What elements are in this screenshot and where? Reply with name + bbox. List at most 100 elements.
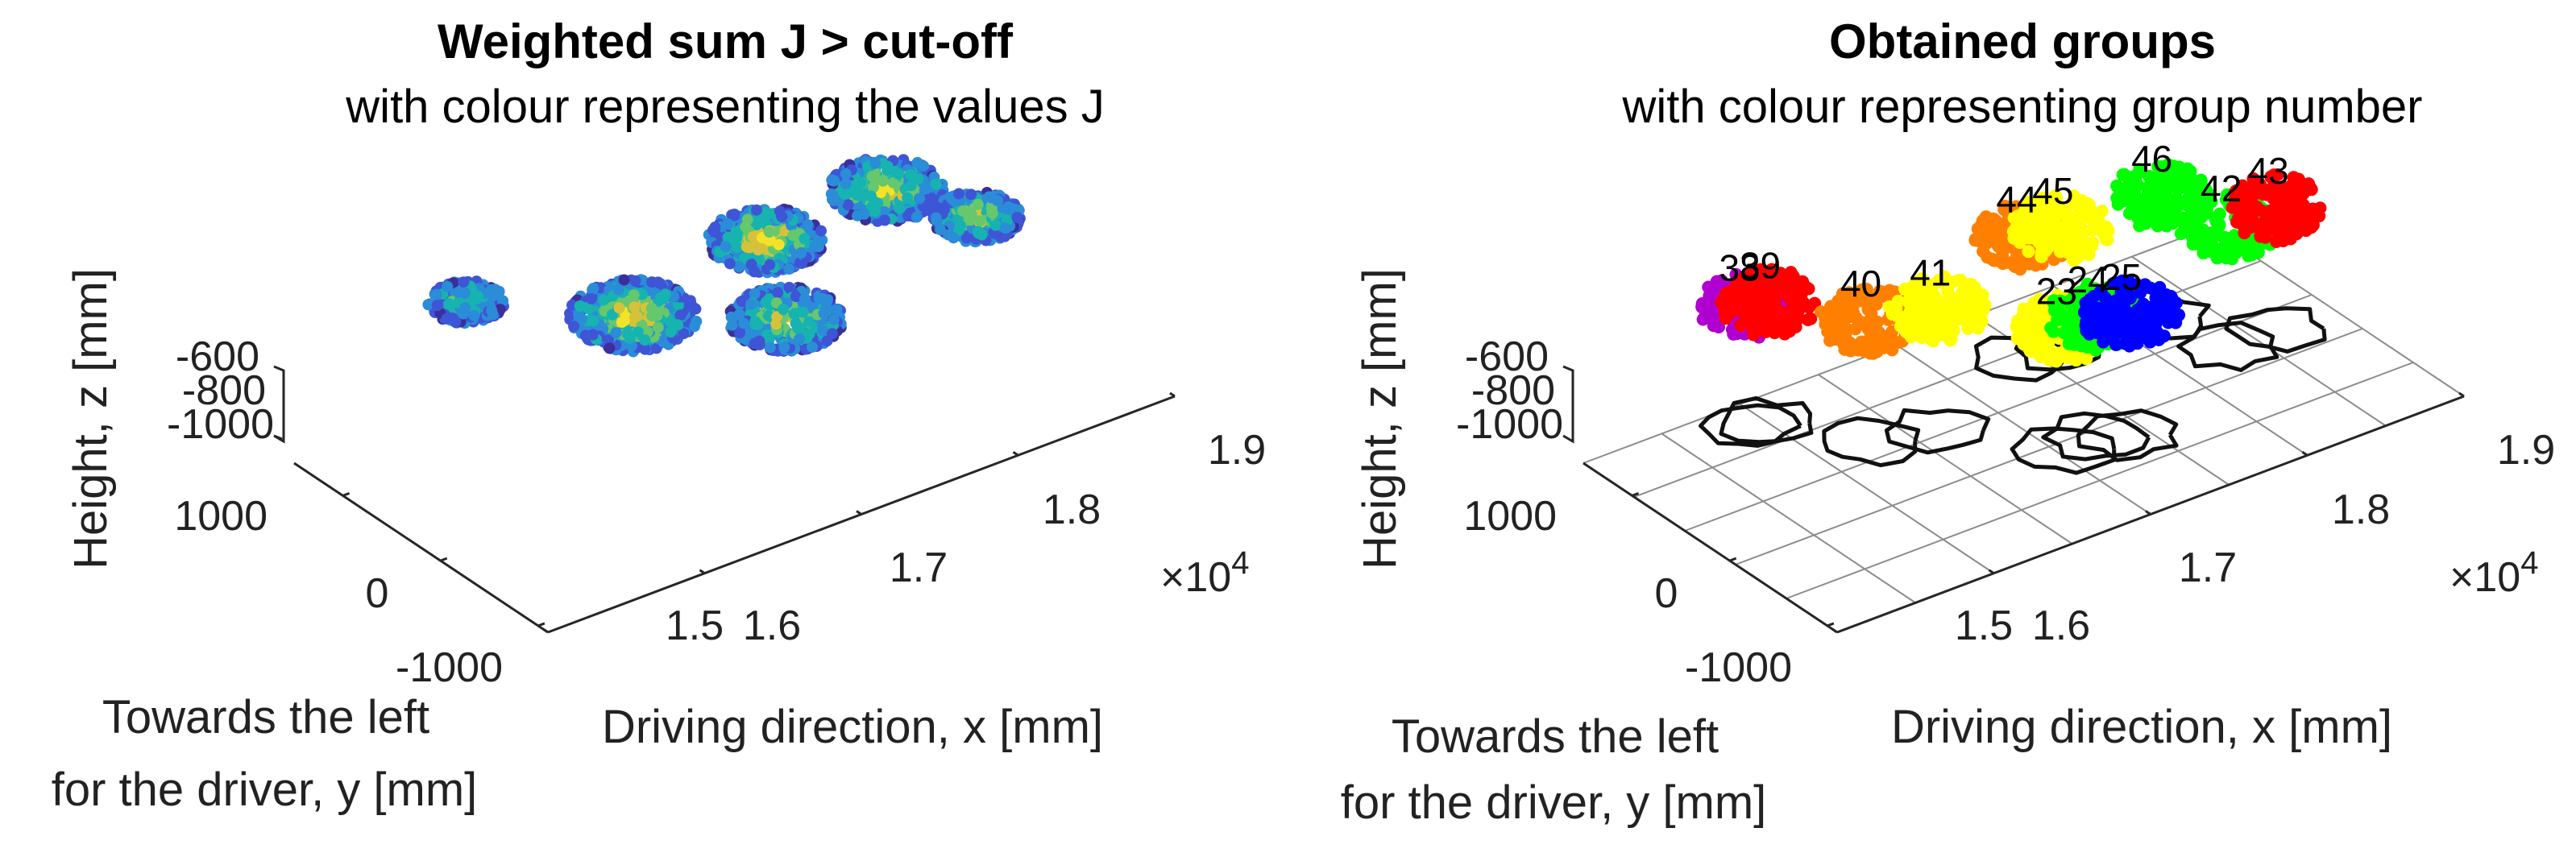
data-point bbox=[1988, 213, 2001, 226]
data-point bbox=[587, 283, 599, 295]
data-point bbox=[2174, 227, 2188, 241]
data-point bbox=[2238, 226, 2251, 239]
data-point bbox=[749, 288, 761, 300]
data-point bbox=[2075, 205, 2089, 219]
group-label: 44 bbox=[1996, 178, 2037, 220]
data-point bbox=[747, 231, 759, 243]
y-tick-mark bbox=[1729, 557, 1737, 562]
data-point bbox=[2151, 219, 2164, 233]
data-point bbox=[2223, 234, 2237, 248]
data-point bbox=[2013, 236, 2026, 250]
data-point bbox=[2130, 178, 2144, 192]
data-point bbox=[749, 316, 761, 328]
x-tick-mark bbox=[2458, 391, 2465, 398]
data-point bbox=[684, 295, 696, 307]
data-point bbox=[2159, 192, 2173, 205]
data-point bbox=[583, 303, 595, 315]
x-tick-mark bbox=[2301, 451, 2308, 457]
x-tick-mark bbox=[1988, 569, 1995, 574]
data-point bbox=[2116, 168, 2130, 182]
data-point bbox=[459, 287, 471, 299]
group-label: 41 bbox=[1910, 251, 1951, 293]
ground-outline bbox=[2041, 411, 2151, 462]
point-cloud bbox=[564, 274, 703, 358]
right-x-exponent: ×104 bbox=[2449, 545, 2538, 601]
data-point bbox=[628, 301, 641, 313]
grid-line bbox=[1818, 374, 2073, 544]
data-point bbox=[2047, 304, 2061, 317]
group-cloud bbox=[2225, 168, 2327, 248]
data-point bbox=[1798, 282, 1811, 296]
group-label: 25 bbox=[2101, 256, 2142, 298]
data-point bbox=[2278, 188, 2292, 201]
data-point bbox=[568, 321, 580, 333]
data-point bbox=[866, 171, 878, 183]
data-point bbox=[887, 176, 899, 188]
data-point bbox=[869, 205, 881, 217]
data-point bbox=[678, 328, 690, 340]
left-y-tick-label: 1000 bbox=[174, 493, 268, 540]
data-point bbox=[2223, 247, 2237, 261]
data-point bbox=[639, 334, 651, 346]
data-point bbox=[1801, 313, 1815, 326]
data-point bbox=[430, 288, 442, 300]
right-x-axis-label: Driving direction, x [mm] bbox=[1891, 701, 2392, 753]
data-point bbox=[751, 204, 763, 216]
data-point bbox=[604, 342, 616, 354]
data-point bbox=[752, 244, 764, 256]
right-x-ticks bbox=[1831, 391, 2465, 634]
data-point bbox=[2072, 286, 2086, 300]
data-point bbox=[2032, 213, 2046, 226]
data-point bbox=[2313, 201, 2327, 215]
data-point bbox=[450, 316, 462, 328]
grid-line bbox=[1896, 344, 2151, 515]
right-x-tick-label: 1.6 bbox=[2032, 602, 2090, 649]
data-point bbox=[740, 241, 753, 253]
data-point bbox=[956, 205, 969, 217]
data-point bbox=[771, 311, 783, 323]
data-point bbox=[665, 326, 677, 338]
data-point bbox=[1964, 303, 1978, 317]
data-point bbox=[2081, 237, 2095, 250]
ground-outline bbox=[1822, 416, 1921, 468]
data-point bbox=[2190, 197, 2204, 211]
ground-outline bbox=[2176, 321, 2279, 372]
x-tick-mark bbox=[542, 627, 549, 634]
data-point bbox=[1942, 298, 1956, 312]
right-chart-subtitle: with colour representing group number bbox=[1622, 81, 2423, 133]
data-point bbox=[2157, 166, 2171, 180]
data-point bbox=[1989, 254, 2002, 267]
data-point bbox=[2099, 233, 2113, 246]
data-point bbox=[2035, 250, 2048, 263]
data-point bbox=[869, 157, 881, 169]
right-group-clouds bbox=[1695, 158, 2327, 368]
data-point bbox=[935, 224, 947, 236]
left-x-tick-label: 1.6 bbox=[743, 602, 801, 649]
data-point bbox=[881, 160, 894, 172]
data-point bbox=[1876, 285, 1889, 299]
data-point bbox=[585, 292, 597, 304]
data-point bbox=[2096, 305, 2109, 319]
left-x-tick-label: 1.5 bbox=[666, 602, 724, 649]
data-point bbox=[603, 334, 615, 346]
data-point bbox=[610, 326, 622, 338]
data-point bbox=[1961, 321, 1975, 335]
data-point bbox=[1952, 274, 1965, 288]
data-point bbox=[1786, 303, 1800, 317]
right-y-axis-label-line2: for the driver, y [mm] bbox=[1341, 776, 1767, 829]
data-point bbox=[2205, 245, 2218, 259]
data-point bbox=[1737, 281, 1751, 295]
data-point bbox=[1902, 315, 1915, 329]
data-point bbox=[1861, 322, 1875, 336]
data-point bbox=[2081, 313, 2095, 327]
data-point bbox=[2306, 218, 2320, 232]
data-point bbox=[794, 333, 806, 345]
right-z-tick-label: -800 bbox=[1471, 367, 1555, 414]
data-point bbox=[2284, 232, 2297, 246]
data-point bbox=[1870, 315, 1884, 329]
data-point bbox=[852, 209, 864, 221]
data-point bbox=[1836, 321, 1850, 334]
group-label: 38 bbox=[1719, 247, 1760, 289]
data-point bbox=[831, 304, 843, 316]
